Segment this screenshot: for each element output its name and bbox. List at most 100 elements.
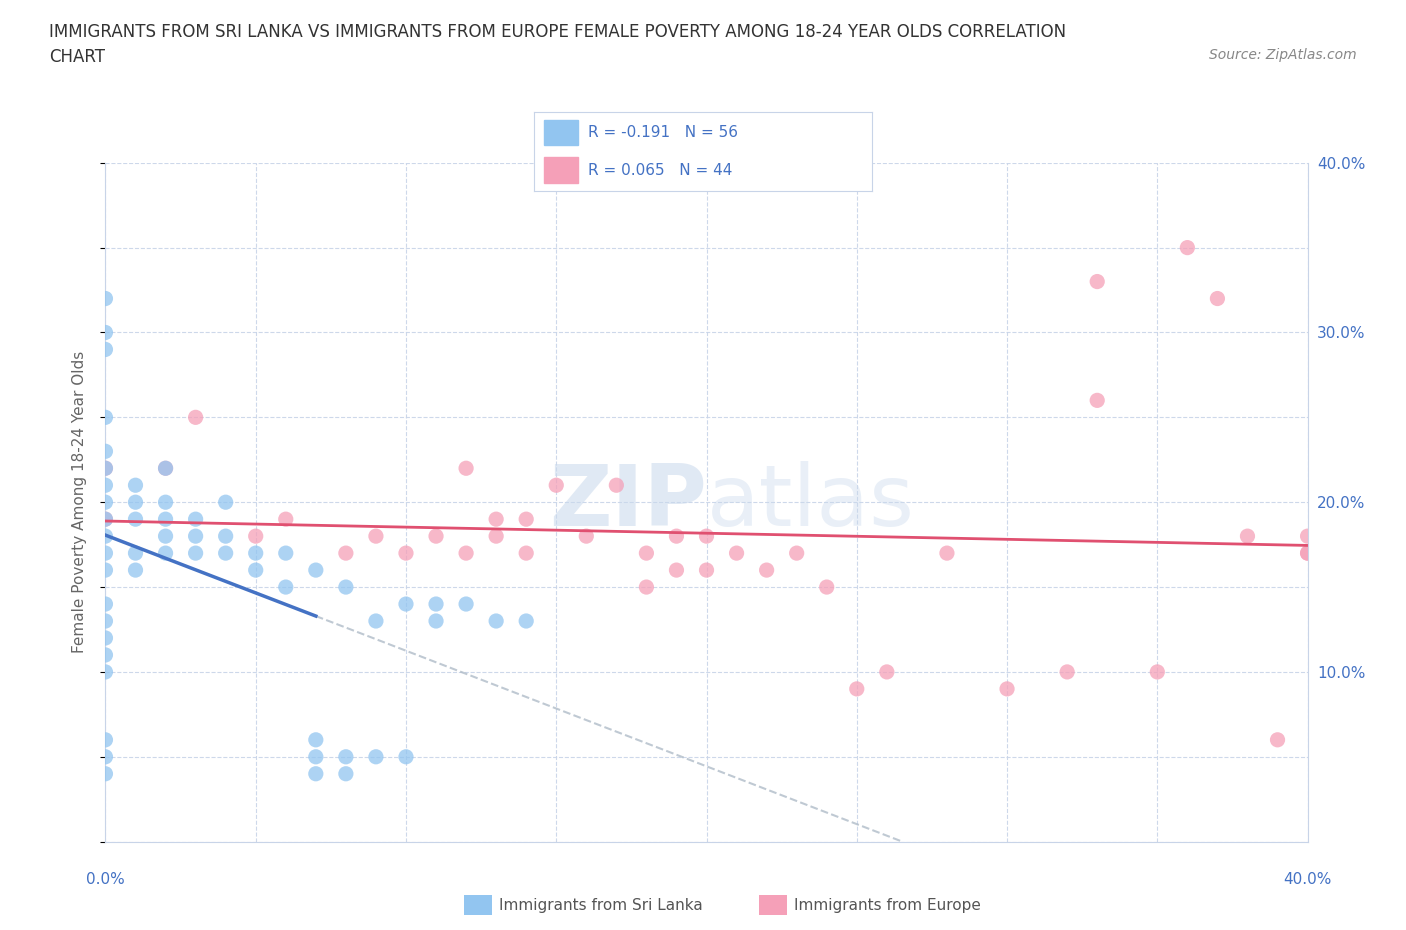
Point [94, 546, 117, 561]
Point [184, 512, 207, 526]
Point [454, 546, 477, 561]
Point [995, 682, 1018, 697]
Point [94, 631, 117, 645]
Point [94, 563, 117, 578]
Y-axis label: Female Poverty Among 18-24 Year Olds: Female Poverty Among 18-24 Year Olds [72, 352, 87, 654]
Point [605, 478, 627, 493]
Point [395, 546, 418, 561]
Point [94, 478, 117, 493]
Point [94, 766, 117, 781]
Point [94, 461, 117, 476]
Point [335, 579, 357, 594]
Point [155, 546, 177, 561]
Text: R = -0.191   N = 56: R = -0.191 N = 56 [588, 125, 738, 140]
Point [454, 461, 477, 476]
Point [155, 512, 177, 526]
Point [184, 410, 207, 425]
Point [786, 546, 808, 561]
Point [876, 664, 898, 679]
Point [214, 495, 236, 510]
Bar [544, 120, 578, 145]
Point [124, 495, 146, 510]
Point [124, 563, 146, 578]
Point [94, 614, 117, 629]
Point [485, 528, 508, 543]
Point [94, 647, 117, 662]
Point [305, 750, 328, 764]
Point [94, 291, 117, 306]
Point [94, 495, 117, 510]
Text: atlas: atlas [707, 460, 914, 544]
Point [155, 528, 177, 543]
Point [815, 579, 838, 594]
Point [364, 614, 387, 629]
Point [335, 546, 357, 561]
Point [94, 597, 117, 612]
Point [94, 528, 117, 543]
Point [305, 733, 328, 748]
Text: Immigrants from Sri Lanka: Immigrants from Sri Lanka [499, 898, 703, 913]
Point [94, 461, 117, 476]
Point [124, 546, 146, 561]
Point [94, 750, 117, 764]
Point [425, 597, 447, 612]
Point [274, 579, 297, 594]
Point [665, 563, 688, 578]
Point [636, 546, 658, 561]
Point [364, 750, 387, 764]
Point [546, 478, 568, 493]
Point [575, 528, 598, 543]
Point [454, 597, 477, 612]
Point [1056, 664, 1078, 679]
Text: IMMIGRANTS FROM SRI LANKA VS IMMIGRANTS FROM EUROPE FEMALE POVERTY AMONG 18-24 Y: IMMIGRANTS FROM SRI LANKA VS IMMIGRANTS … [49, 23, 1066, 41]
Point [755, 563, 778, 578]
Point [395, 597, 418, 612]
Point [1175, 240, 1198, 255]
Point [1206, 291, 1229, 306]
Text: Immigrants from Europe: Immigrants from Europe [794, 898, 981, 913]
Point [155, 461, 177, 476]
Point [936, 546, 959, 561]
Point [1236, 528, 1258, 543]
Point [305, 766, 328, 781]
Point [274, 546, 297, 561]
Point [245, 528, 267, 543]
Point [335, 750, 357, 764]
Point [214, 528, 236, 543]
Point [184, 528, 207, 543]
Text: R = 0.065   N = 44: R = 0.065 N = 44 [588, 163, 733, 178]
Text: 0.0%: 0.0% [86, 872, 125, 887]
Point [485, 614, 508, 629]
Point [155, 461, 177, 476]
Point [305, 563, 328, 578]
Point [1296, 528, 1319, 543]
Point [665, 528, 688, 543]
Point [94, 512, 117, 526]
Point [696, 528, 718, 543]
Point [1085, 274, 1108, 289]
Point [94, 326, 117, 340]
Point [696, 563, 718, 578]
Point [274, 512, 297, 526]
Point [395, 750, 418, 764]
Point [94, 410, 117, 425]
Point [485, 512, 508, 526]
Point [845, 682, 868, 697]
Point [94, 664, 117, 679]
Point [124, 478, 146, 493]
Point [364, 528, 387, 543]
Bar [544, 157, 578, 182]
Point [94, 342, 117, 357]
Point [245, 563, 267, 578]
Point [725, 546, 748, 561]
Point [515, 512, 537, 526]
Point [1146, 664, 1168, 679]
Point [124, 512, 146, 526]
Point [425, 528, 447, 543]
Text: Source: ZipAtlas.com: Source: ZipAtlas.com [1209, 48, 1357, 62]
Point [214, 546, 236, 561]
Point [1296, 546, 1319, 561]
Text: ZIP: ZIP [548, 460, 707, 544]
Point [94, 512, 117, 526]
Point [1296, 546, 1319, 561]
